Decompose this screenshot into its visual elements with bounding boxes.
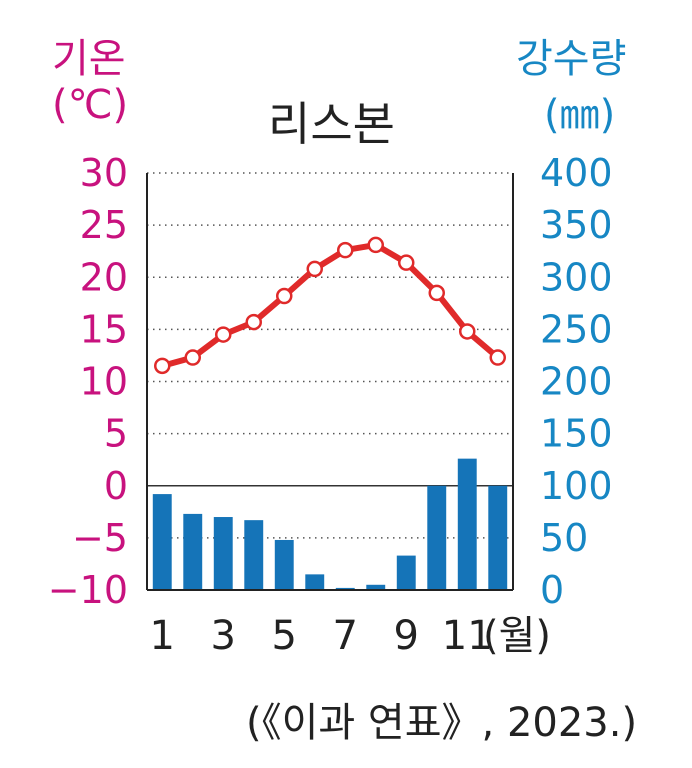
temp-point-7 — [337, 241, 354, 259]
precip-bar-12 — [488, 485, 508, 590]
month-unit-label: (월) — [483, 613, 551, 659]
temp-point-9 — [398, 254, 415, 271]
temp-tick-label: −5 — [72, 516, 128, 560]
rain-tick-label: 100 — [540, 464, 613, 508]
rain-axis-label: 강수량 — [516, 36, 627, 82]
temp-point-4 — [245, 313, 262, 331]
temp-point-3 — [215, 326, 232, 343]
month-tick-label: 5 — [272, 613, 297, 659]
precip-bar-2 — [183, 513, 203, 590]
precip-bar-6 — [305, 574, 325, 590]
month-tick-label: 11 — [442, 613, 493, 659]
temp-point-1 — [154, 357, 171, 375]
temp-point-5 — [276, 287, 293, 305]
temp-tick-label: 15 — [80, 307, 128, 351]
chart-title: 리스본 — [268, 97, 395, 151]
month-tick-label: 9 — [394, 613, 419, 659]
precip-bar-5 — [274, 539, 294, 590]
rain-tick-label: 50 — [540, 516, 588, 560]
rain-tick-label: 350 — [540, 203, 613, 247]
month-tick-label: 1 — [150, 613, 175, 659]
precip-bar-8 — [366, 584, 386, 590]
rain-tick-label: 400 — [540, 151, 613, 195]
rain-tick-label: 200 — [540, 360, 613, 404]
precip-bar-3 — [213, 517, 233, 590]
precip-bar-4 — [244, 520, 264, 590]
source-note: (《이과 연표》, 2023.) — [246, 700, 638, 746]
temp-tick-label: 5 — [104, 412, 128, 456]
temp-tick-label: 30 — [80, 151, 128, 195]
month-tick-label: 7 — [333, 613, 358, 659]
precip-bar-7 — [335, 587, 355, 590]
precip-bar-1 — [152, 494, 172, 590]
temp-point-11 — [459, 323, 476, 340]
rain-tick-label: 0 — [540, 568, 564, 612]
month-tick-label: 3 — [211, 613, 236, 659]
rain-axis-unit: (㎜) — [544, 92, 616, 138]
temp-tick-label: 25 — [80, 203, 128, 247]
precipitation-bars — [152, 458, 508, 590]
rain-tick-label: 150 — [540, 412, 613, 456]
temp-axis-label: 기온 — [52, 36, 126, 82]
tick-labels: 302520151050−5−1040035030025020015010050… — [48, 151, 613, 659]
temp-point-2 — [184, 349, 201, 366]
temp-point-8 — [367, 236, 384, 254]
rain-tick-label: 250 — [540, 307, 613, 351]
axes — [146, 173, 514, 591]
temp-axis-unit: (℃) — [52, 82, 129, 128]
temp-point-6 — [306, 260, 323, 278]
temp-point-12 — [489, 349, 506, 366]
precip-bar-10 — [427, 485, 447, 590]
temp-tick-label: 20 — [80, 255, 128, 299]
rain-tick-label: 300 — [540, 255, 613, 299]
temp-tick-label: −10 — [48, 568, 128, 612]
precip-bar-9 — [396, 555, 416, 590]
temp-tick-label: 10 — [80, 360, 128, 404]
temp-point-10 — [428, 284, 445, 302]
precip-bar-11 — [457, 458, 477, 590]
temperature-series — [159, 241, 501, 369]
temperature-line — [154, 236, 506, 375]
temp-tick-label: 0 — [104, 464, 128, 508]
grid-lines — [147, 172, 513, 539]
